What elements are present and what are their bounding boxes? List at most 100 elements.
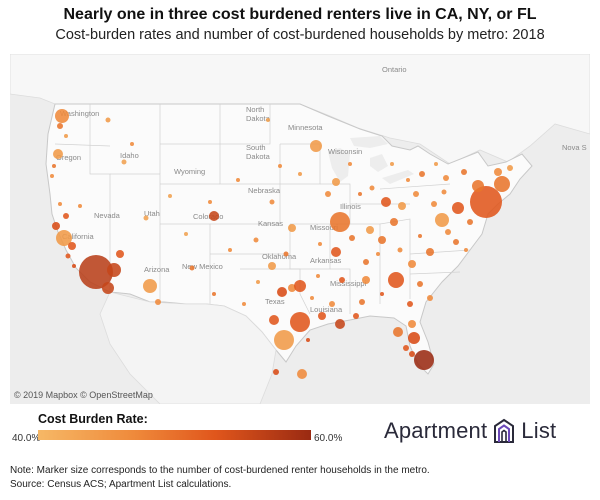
marker-new-orleans[interactable] [335, 319, 345, 329]
marker-richmond[interactable] [445, 229, 451, 235]
marker-indianapolis[interactable] [366, 226, 374, 234]
marker-riverside[interactable] [107, 263, 121, 277]
marker-birmingham[interactable] [359, 299, 365, 305]
marker-small-10[interactable] [397, 247, 403, 253]
marker-jackson[interactable] [329, 301, 335, 307]
marker-olympia[interactable] [64, 134, 68, 138]
marker-peoria[interactable] [349, 235, 355, 241]
marker-small-5[interactable] [298, 172, 302, 176]
marker-hartford[interactable] [472, 180, 484, 192]
marker-los-angeles[interactable] [79, 255, 113, 289]
marker-mobile[interactable] [353, 313, 359, 319]
marker-savannah[interactable] [407, 301, 413, 307]
marker-virginia-beach[interactable] [453, 239, 459, 245]
marker-small-18[interactable] [390, 162, 394, 166]
marker-columbia[interactable] [318, 242, 322, 246]
marker-portland[interactable] [53, 149, 63, 159]
marker-syracuse[interactable] [443, 175, 449, 181]
marker-small-16[interactable] [184, 232, 188, 236]
marker-lubbock[interactable] [242, 302, 246, 306]
marker-sanjose[interactable] [56, 230, 72, 246]
marker-albany[interactable] [461, 169, 467, 175]
marker-lakeland[interactable] [403, 345, 409, 351]
marker-cleveland[interactable] [398, 202, 406, 210]
marker-salem[interactable] [52, 164, 56, 168]
marker-small-9[interactable] [380, 292, 384, 296]
marker-small-1[interactable] [78, 204, 82, 208]
marker-cincinnati[interactable] [378, 236, 386, 244]
marker-okc[interactable] [268, 262, 276, 270]
marker-pittsburgh[interactable] [413, 191, 419, 197]
marker-providence[interactable] [494, 168, 502, 176]
marker-philadelphia[interactable] [452, 202, 464, 214]
marker-bakersfield[interactable] [65, 253, 71, 259]
marker-sf[interactable] [52, 222, 60, 230]
marker-corpus[interactable] [297, 369, 307, 379]
marker-san-diego[interactable] [102, 282, 114, 294]
marker-small-19[interactable] [406, 178, 410, 182]
marker-small-4[interactable] [236, 178, 240, 182]
marker-sacramento[interactable] [63, 213, 69, 219]
marker-small-20[interactable] [464, 248, 468, 252]
marker-columbia-sc[interactable] [417, 281, 423, 287]
marker-raleigh[interactable] [426, 248, 434, 256]
marker-albuquerque[interactable] [189, 265, 195, 271]
marker-eugene[interactable] [50, 174, 54, 178]
marker-charleston[interactable] [427, 295, 433, 301]
marker-small-12[interactable] [310, 296, 314, 300]
marker-fargo[interactable] [266, 118, 270, 122]
map-attribution[interactable]: © 2019 Mapbox © OpenStreetMap [14, 390, 153, 400]
marker-dc[interactable] [435, 213, 449, 227]
marker-columbus[interactable] [390, 218, 398, 226]
marker-el-paso[interactable] [212, 292, 216, 296]
marker-buffalo[interactable] [419, 171, 425, 177]
marker-sarasota[interactable] [409, 351, 415, 357]
marker-baton-rouge[interactable] [318, 312, 326, 320]
marker-jacksonville[interactable] [408, 320, 416, 328]
marker-tucson[interactable] [155, 299, 161, 305]
marker-miami[interactable] [414, 350, 434, 370]
marker-phoenix[interactable] [143, 279, 157, 293]
us-metro-map[interactable]: Ontario Washington Oregon Idaho North Da… [10, 54, 590, 404]
marker-milwaukee[interactable] [332, 178, 340, 186]
marker-tampa[interactable] [393, 327, 403, 337]
marker-rochester[interactable] [434, 162, 438, 166]
marker-small-2[interactable] [72, 264, 76, 268]
marker-small-7[interactable] [358, 192, 362, 196]
marker-minneapolis[interactable] [310, 140, 322, 152]
marker-little-rock[interactable] [316, 274, 320, 278]
marker-tacoma[interactable] [57, 123, 63, 129]
marker-dallas[interactable] [294, 280, 306, 292]
marker-small-3[interactable] [168, 194, 172, 198]
marker-seattle[interactable] [55, 109, 69, 123]
marker-orlando[interactable] [408, 332, 420, 344]
marker-new-york[interactable] [470, 186, 502, 218]
marker-redding[interactable] [58, 202, 62, 206]
marker-small-13[interactable] [306, 338, 310, 342]
marker-sioux-falls[interactable] [278, 164, 282, 168]
marker-houston[interactable] [290, 312, 310, 332]
marker-austin[interactable] [269, 315, 279, 325]
marker-atlanta[interactable] [388, 272, 404, 288]
marker-chicago[interactable] [330, 212, 350, 232]
marker-small-8[interactable] [376, 252, 380, 256]
marker-wichita[interactable] [253, 237, 259, 243]
marker-laredo[interactable] [273, 369, 279, 375]
marker-baltimore[interactable] [467, 219, 473, 225]
marker-portland-me[interactable] [507, 165, 513, 171]
marker-boise[interactable] [121, 159, 127, 165]
marker-madison[interactable] [325, 191, 331, 197]
marker-small-11[interactable] [418, 234, 422, 238]
marker-san-antonio[interactable] [274, 330, 294, 350]
marker-small-17[interactable] [130, 142, 134, 146]
marker-boston[interactable] [494, 176, 510, 192]
marker-memphis[interactable] [339, 277, 345, 283]
marker-charlotte[interactable] [408, 260, 416, 268]
marker-boulder[interactable] [208, 200, 212, 204]
marker-las-vegas[interactable] [116, 250, 124, 258]
marker-louisville[interactable] [363, 259, 369, 265]
marker-fresno[interactable] [68, 242, 76, 250]
marker-small-15[interactable] [228, 248, 232, 252]
marker-grand-rapids[interactable] [369, 185, 375, 191]
marker-scranton[interactable] [441, 189, 447, 195]
